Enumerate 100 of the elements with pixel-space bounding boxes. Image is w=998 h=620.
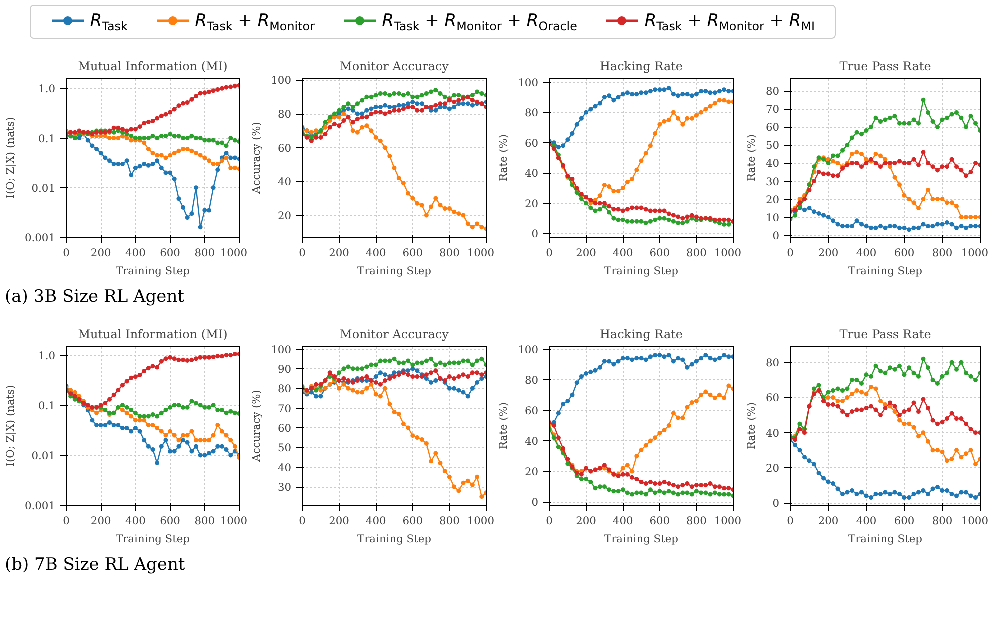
x-tick-label: 800 [194,246,216,260]
chart-title: Mutual Information (MI) [78,60,228,74]
y-tick-label: 60 [524,404,539,418]
x-tick-label: 600 [402,514,424,528]
x-tick-label: 1000 [220,246,248,260]
y-tick-label: 0 [772,497,780,510]
y-tick-label: 80 [766,85,780,98]
x-axis-title: Training Step [848,532,923,546]
y-tick-label: 10 [766,211,780,224]
y-tick-label: 60 [766,121,780,134]
x-tick-label: 200 [90,514,112,528]
y-tick-label: 100 [271,74,292,88]
y-tick-label: 40 [524,167,539,180]
x-tick-label: 200 [329,514,350,528]
y-tick-label: 40 [524,434,539,448]
x-axis-title: Training Step [848,264,923,278]
chart-title: Mutual Information (MI) [78,328,228,342]
y-axis-title: Accuracy (%) [250,122,264,195]
x-tick-label: 0 [787,514,794,528]
chart-title: True Pass Rate [840,60,932,74]
y-tick-label: 50 [278,442,292,455]
y-tick-label: 80 [524,106,539,120]
y-tick-label: 1.0 [38,82,56,96]
y-tick-label: 20 [524,466,539,479]
x-tick-label: 0 [299,514,306,528]
x-tick-label: 1000 [961,246,989,260]
x-tick-label: 200 [329,246,350,260]
legend-label: R$_{Task}$ + R$_{Monitor}$ + R$_{MI}$ [644,11,816,34]
x-tick-label: 800 [440,246,460,260]
y-tick-label: 70 [766,103,780,116]
x-tick-label: 1000 [961,514,989,528]
x-tick-label: 400 [856,514,877,528]
y-tick-label: 40 [766,157,780,170]
y-tick-label: 0 [532,228,539,241]
x-tick-label: 400 [856,246,877,260]
y-tick-label: 0.01 [32,182,56,195]
x-axis-title: Training Step [116,532,190,546]
x-tick-label: 600 [650,514,670,528]
y-tick-label: 0 [532,496,539,510]
legend-label: R$_{Task}$ + R$_{Monitor}$ [195,11,315,34]
x-axis-title: Training Step [604,264,679,278]
x-tick-label: 1000 [714,514,742,528]
y-axis-title: Rate (%) [497,134,510,182]
y-tick-label: 0.001 [24,500,56,512]
x-tick-label: 600 [650,246,670,260]
chart-title: True Pass Rate [840,328,932,342]
x-tick-label: 0 [63,514,70,528]
y-tick-label: 90 [278,362,292,376]
x-axis-title: Training Step [357,532,432,546]
x-tick-label: 400 [126,246,146,260]
y-tick-label: 60 [524,136,539,150]
chart-title: Monitor Accuracy [340,60,450,74]
y-tick-label: 0.001 [24,232,56,244]
y-tick-label: 30 [766,175,780,188]
y-axis-title: Accuracy (%) [250,390,264,463]
x-tick-label: 600 [894,246,915,260]
x-tick-label: 600 [402,246,424,260]
x-tick-label: 0 [299,246,306,260]
legend-label: R$_{Task}$ + R$_{Monitor}$ + R$_{Oracle}$ [382,11,578,34]
x-tick-label: 800 [686,514,708,528]
y-tick-label: 40 [278,461,292,474]
y-axis-title: Rate (%) [744,402,758,450]
x-tick-label: 0 [546,246,554,260]
y-tick-label: 0.1 [38,399,56,412]
y-tick-label: 80 [278,382,292,396]
x-tick-label: 800 [932,246,953,260]
x-tick-label: 1000 [467,514,495,528]
x-tick-label: 200 [90,246,112,260]
y-tick-label: 0.01 [32,449,56,462]
x-tick-label: 400 [612,246,634,260]
legend-label: R$_{Task}$ [90,11,128,34]
x-tick-label: 400 [126,514,146,528]
x-tick-label: 800 [194,514,216,528]
y-tick-label: 20 [278,210,292,223]
y-axis-title: I(O; Z|X) (nats) [4,117,17,199]
x-tick-label: 1000 [467,246,495,260]
x-tick-label: 600 [160,246,181,260]
chart-title: Hacking Rate [600,328,684,342]
x-tick-label: 600 [894,514,915,528]
x-tick-label: 0 [787,246,794,260]
y-tick-label: 0 [772,229,780,242]
chart-title: Monitor Accuracy [340,328,450,342]
y-tick-label: 50 [766,139,780,152]
x-tick-label: 1000 [714,246,742,260]
y-tick-label: 40 [278,176,292,189]
y-tick-label: 70 [278,402,292,416]
y-tick-label: 100 [271,343,292,356]
x-axis-title: Training Step [357,264,432,278]
x-tick-label: 200 [576,246,597,260]
y-axis-title: Rate (%) [497,402,510,450]
y-tick-label: 80 [524,374,539,387]
x-tick-label: 800 [686,246,708,260]
x-tick-label: 400 [366,514,386,528]
y-tick-label: 60 [278,142,292,155]
text: (b) 7B Size RL Agent [5,554,186,577]
x-tick-label: 0 [63,246,70,260]
chart-title: Hacking Rate [600,60,684,74]
x-tick-label: 400 [366,246,386,260]
y-tick-label: 60 [766,392,780,405]
x-tick-label: 600 [160,514,181,528]
